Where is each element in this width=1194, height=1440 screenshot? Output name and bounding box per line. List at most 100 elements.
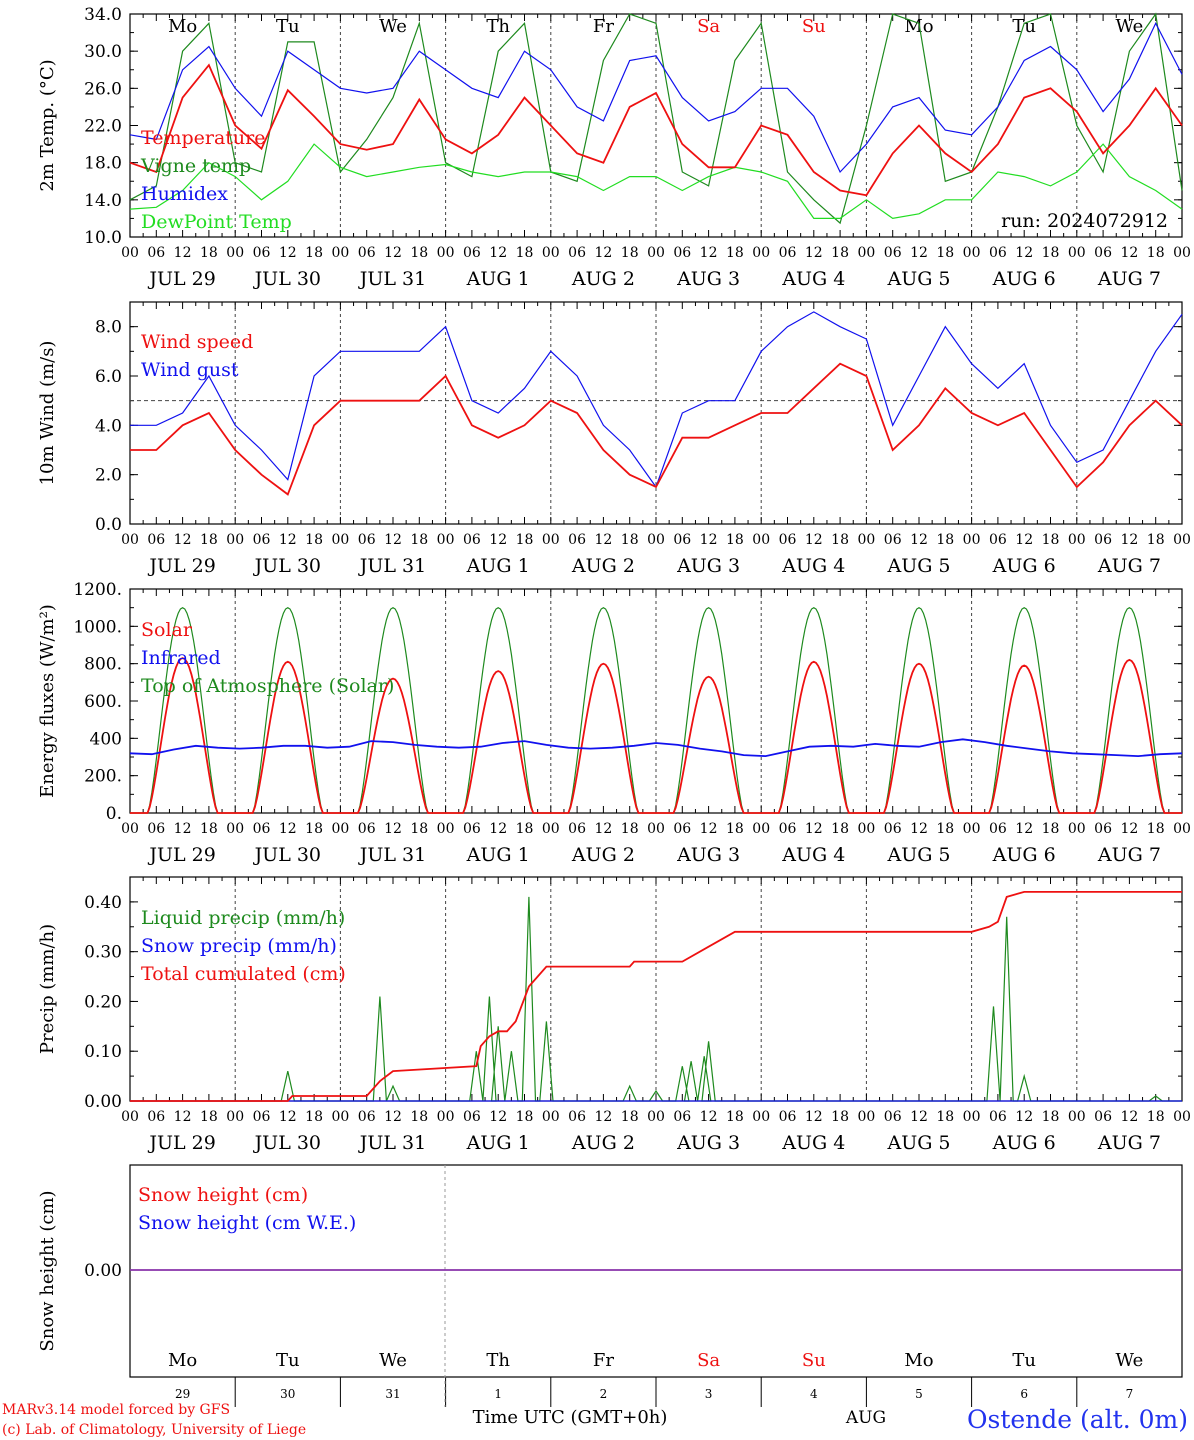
y-tick-label: 1200. bbox=[73, 580, 122, 600]
hour-tick-label: 00 bbox=[752, 1109, 770, 1125]
legend-solar: Solar bbox=[141, 619, 193, 641]
weekday-label: Sa bbox=[697, 1350, 720, 1371]
hour-tick-label: 00 bbox=[331, 532, 349, 548]
hour-tick-label: 00 bbox=[857, 245, 875, 261]
hour-tick-label: 00 bbox=[1173, 1109, 1191, 1125]
weekday-label: We bbox=[1116, 16, 1144, 37]
series-line-temperature bbox=[129, 63, 1183, 197]
hour-tick-label: 00 bbox=[752, 245, 770, 261]
hour-tick-label: 12 bbox=[174, 532, 192, 548]
hour-tick-label: 00 bbox=[226, 245, 244, 261]
series-line-total-cumulated bbox=[130, 891, 1182, 1102]
hour-tick-label: 06 bbox=[463, 821, 481, 837]
hour-tick-label: 18 bbox=[516, 245, 534, 261]
y-tick-label: 800. bbox=[84, 655, 122, 675]
date-tick-label: AUG 5 bbox=[886, 844, 950, 866]
hour-tick-label: 12 bbox=[805, 532, 823, 548]
date-tick-label: AUG 3 bbox=[676, 555, 740, 577]
hour-tick-label: 00 bbox=[963, 532, 981, 548]
hour-tick-label: 06 bbox=[673, 532, 691, 548]
hour-tick-label: 06 bbox=[989, 245, 1007, 261]
hour-tick-label: 06 bbox=[147, 821, 165, 837]
hour-tick-label: 06 bbox=[463, 245, 481, 261]
day-number-label: 3 bbox=[705, 1387, 713, 1401]
date-tick-label: JUL 29 bbox=[147, 1132, 215, 1154]
hour-tick-label: 06 bbox=[673, 821, 691, 837]
date-tick-label: AUG 2 bbox=[571, 1132, 635, 1154]
hour-tick-label: 18 bbox=[305, 821, 323, 837]
series-line-vigne-temp bbox=[129, 12, 1183, 225]
hour-tick-label: 06 bbox=[989, 1109, 1007, 1125]
hour-tick-label: 18 bbox=[1042, 821, 1060, 837]
date-tick-label: JUL 30 bbox=[253, 1132, 321, 1154]
date-tick-label: AUG 5 bbox=[886, 268, 950, 290]
hour-tick-label: 00 bbox=[437, 821, 455, 837]
hour-tick-label: 12 bbox=[594, 1109, 612, 1125]
weekday-label: Mo bbox=[904, 1350, 933, 1371]
date-tick-label: JUL 30 bbox=[253, 844, 321, 866]
plot-frame bbox=[129, 588, 1183, 814]
hour-tick-label: 12 bbox=[1120, 532, 1138, 548]
hour-tick-label: 00 bbox=[331, 245, 349, 261]
hour-tick-label: 18 bbox=[1147, 245, 1165, 261]
weekday-label: Th bbox=[486, 1350, 510, 1371]
y-tick-label: 8.0 bbox=[95, 318, 122, 338]
hour-tick-label: 06 bbox=[568, 821, 586, 837]
hour-tick-label: 18 bbox=[726, 1109, 744, 1125]
hour-tick-label: 18 bbox=[1147, 532, 1165, 548]
hour-tick-label: 06 bbox=[989, 821, 1007, 837]
hour-tick-label: 18 bbox=[621, 1109, 639, 1125]
date-tick-label: JUL 30 bbox=[253, 555, 321, 577]
hour-tick-label: 12 bbox=[1120, 245, 1138, 261]
date-tick-label: AUG 6 bbox=[992, 555, 1056, 577]
hour-tick-label: 06 bbox=[1094, 532, 1112, 548]
hour-tick-label: 00 bbox=[752, 821, 770, 837]
weekday-label: Mo bbox=[168, 1350, 197, 1371]
weekday-label: Sa bbox=[697, 16, 720, 37]
weekday-label: We bbox=[1116, 1350, 1144, 1371]
hour-tick-label: 06 bbox=[463, 532, 481, 548]
day-number-label: 1 bbox=[494, 1387, 502, 1401]
hour-tick-label: 12 bbox=[1015, 1109, 1033, 1125]
weekday-label: Th bbox=[486, 16, 510, 37]
hour-tick-label: 12 bbox=[1120, 1109, 1138, 1125]
legend-snow-height-cm: Snow height (cm) bbox=[138, 1184, 308, 1206]
legend-humidex: Humidex bbox=[141, 183, 228, 205]
hour-tick-label: 12 bbox=[174, 821, 192, 837]
hour-tick-label: 00 bbox=[963, 245, 981, 261]
hour-tick-label: 18 bbox=[831, 1109, 849, 1125]
weekday-label: Mo bbox=[168, 16, 197, 37]
hour-tick-label: 06 bbox=[568, 1109, 586, 1125]
legend-snow-height-cm-w-e: Snow height (cm W.E.) bbox=[138, 1212, 356, 1234]
hour-tick-label: 06 bbox=[253, 1109, 271, 1125]
hour-tick-label: 06 bbox=[358, 532, 376, 548]
hour-tick-label: 12 bbox=[805, 245, 823, 261]
hour-tick-label: 18 bbox=[831, 821, 849, 837]
hour-tick-label: 06 bbox=[779, 532, 797, 548]
hour-tick-label: 06 bbox=[463, 1109, 481, 1125]
hour-tick-label: 00 bbox=[647, 821, 665, 837]
hour-tick-label: 18 bbox=[200, 1109, 218, 1125]
hour-tick-label: 00 bbox=[647, 245, 665, 261]
hour-tick-label: 12 bbox=[384, 532, 402, 548]
legend-wind-gust: Wind gust bbox=[141, 359, 239, 381]
hour-tick-label: 12 bbox=[1015, 821, 1033, 837]
hour-tick-label: 18 bbox=[410, 532, 428, 548]
date-tick-label: AUG 6 bbox=[992, 844, 1056, 866]
hour-tick-label: 06 bbox=[253, 821, 271, 837]
day-number-label: 2 bbox=[600, 1387, 608, 1401]
snow-panel: 0.00 Snow height (cm) Snow height (cm) Snow… bbox=[37, 1164, 1183, 1407]
y-axis-title: 10m Wind (m/s) bbox=[37, 341, 58, 486]
day-number-label: 4 bbox=[810, 1387, 818, 1401]
y-tick-label: 18.0 bbox=[84, 154, 122, 174]
hour-tick-label: 12 bbox=[910, 245, 928, 261]
legend-snow-precip-mm-h: Snow precip (mm/h) bbox=[141, 935, 337, 957]
hour-tick-label: 12 bbox=[910, 532, 928, 548]
hour-tick-label: 18 bbox=[726, 532, 744, 548]
y-tick-label: 0.20 bbox=[84, 992, 122, 1012]
hour-tick-label: 06 bbox=[779, 1109, 797, 1125]
day-number-label: 7 bbox=[1126, 1387, 1134, 1401]
date-tick-label: JUL 31 bbox=[358, 268, 426, 290]
weekday-label: Tu bbox=[276, 1350, 300, 1371]
